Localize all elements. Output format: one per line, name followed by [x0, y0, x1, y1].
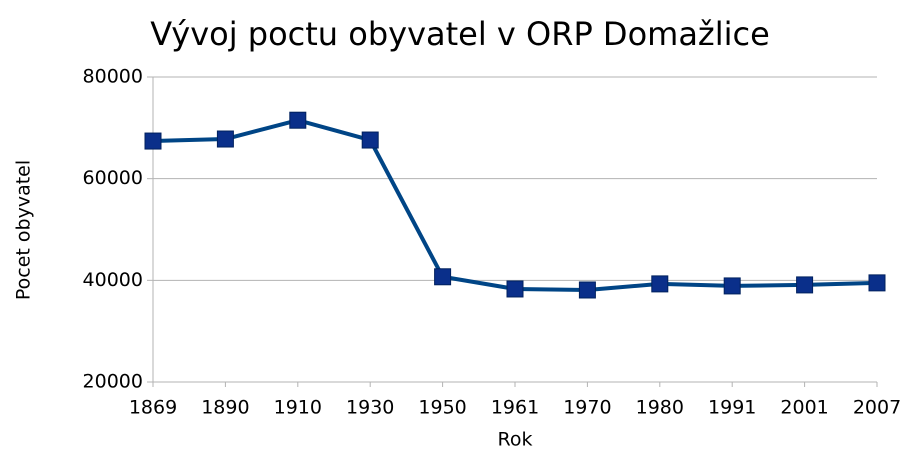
y-tick-label: 40000 — [83, 269, 143, 291]
x-tick-label: 1890 — [201, 397, 249, 419]
point-marker — [868, 274, 886, 292]
x-tick-label: 1869 — [129, 397, 177, 419]
x-tick-label: 1910 — [274, 397, 322, 419]
point-marker — [796, 276, 814, 294]
point-marker — [651, 275, 669, 293]
x-tick-label: 2007 — [853, 397, 901, 419]
x-tick-label: 1961 — [491, 397, 539, 419]
point-marker — [434, 268, 452, 286]
x-tick-label: 1930 — [346, 397, 394, 419]
y-tick-label: 20000 — [83, 371, 143, 393]
x-tick-label: 1980 — [636, 397, 684, 419]
x-tick-label: 2001 — [780, 397, 828, 419]
y-tick-label: 60000 — [83, 167, 143, 189]
x-tick-label: 1950 — [418, 397, 466, 419]
x-axis-label: Rok — [498, 429, 533, 451]
x-tick-label: 1991 — [708, 397, 756, 419]
x-tick-label: 1970 — [563, 397, 611, 419]
series-line — [152, 118, 878, 292]
chart-title: Vývoj poctu obyvatel v ORP Domažlice — [150, 15, 770, 53]
point-marker — [723, 277, 741, 295]
point-marker — [361, 131, 379, 149]
point-marker — [578, 281, 596, 299]
point-marker — [216, 130, 234, 148]
point-marker — [289, 111, 307, 129]
point-marker — [506, 280, 524, 298]
y-axis-label: Pocet obyvatel — [13, 160, 35, 300]
y-tick-label: 80000 — [83, 66, 143, 88]
point-marker — [144, 132, 162, 150]
